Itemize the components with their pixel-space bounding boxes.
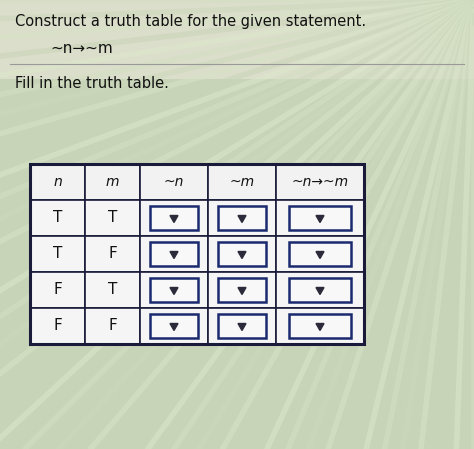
Bar [85, 272, 140, 308]
Bar [150, 242, 198, 266]
Bar [150, 206, 198, 230]
Bar [208, 308, 276, 344]
Bar [85, 236, 140, 272]
Polygon shape [316, 216, 324, 223]
Bar [140, 308, 208, 344]
Bar [150, 314, 198, 338]
Text: F: F [108, 318, 117, 334]
Bar [208, 236, 276, 272]
Polygon shape [170, 216, 178, 223]
Polygon shape [170, 287, 178, 295]
Text: F: F [53, 318, 62, 334]
Bar [140, 236, 208, 272]
Bar [30, 164, 85, 200]
Bar [140, 272, 208, 308]
Bar [289, 278, 351, 302]
Text: ~m: ~m [229, 175, 255, 189]
Bar [30, 164, 364, 344]
Bar [218, 206, 266, 230]
Bar [289, 314, 351, 338]
Polygon shape [238, 287, 246, 295]
Text: Construct a truth table for the given statement.: Construct a truth table for the given st… [15, 14, 366, 29]
Bar [208, 164, 276, 200]
Bar [30, 236, 85, 272]
Polygon shape [316, 323, 324, 330]
Bar [276, 200, 364, 236]
Polygon shape [238, 216, 246, 223]
Bar [218, 278, 266, 302]
Bar [218, 242, 266, 266]
Text: n: n [53, 175, 62, 189]
Bar [140, 164, 208, 200]
Bar [208, 272, 276, 308]
Text: F: F [108, 247, 117, 261]
Bar [85, 308, 140, 344]
Text: Fill in the truth table.: Fill in the truth table. [15, 76, 169, 91]
Text: T: T [53, 211, 62, 225]
Bar [276, 164, 364, 200]
Text: m: m [106, 175, 119, 189]
Bar [276, 236, 364, 272]
Bar [85, 164, 140, 200]
Text: F: F [53, 282, 62, 298]
Bar [276, 272, 364, 308]
Text: T: T [108, 211, 117, 225]
FancyBboxPatch shape [0, 0, 474, 79]
Polygon shape [316, 287, 324, 295]
Text: ~n→~m: ~n→~m [50, 41, 113, 56]
Bar [30, 272, 85, 308]
Bar [289, 242, 351, 266]
Polygon shape [170, 251, 178, 259]
Bar [140, 200, 208, 236]
Polygon shape [170, 323, 178, 330]
Bar [30, 200, 85, 236]
Polygon shape [238, 251, 246, 259]
Bar [208, 200, 276, 236]
Polygon shape [238, 323, 246, 330]
Text: T: T [108, 282, 117, 298]
Bar [85, 200, 140, 236]
Bar [30, 308, 85, 344]
Bar [218, 314, 266, 338]
Bar [150, 278, 198, 302]
Text: ~n→~m: ~n→~m [292, 175, 348, 189]
Polygon shape [316, 251, 324, 259]
Text: T: T [53, 247, 62, 261]
Bar [289, 206, 351, 230]
Text: ~n: ~n [164, 175, 184, 189]
Bar [276, 308, 364, 344]
